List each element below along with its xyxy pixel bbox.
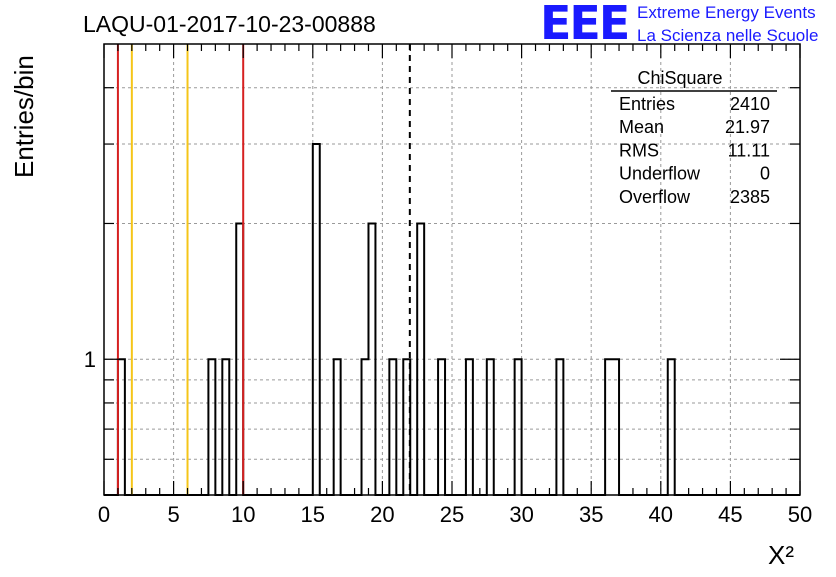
axis-ticks xyxy=(103,44,801,495)
stats-value: 11.11 xyxy=(728,140,770,160)
y-axis-title: Entries/bin xyxy=(9,55,39,178)
x-tick-label: 45 xyxy=(718,502,742,527)
stats-value: 0 xyxy=(760,164,770,184)
x-tick-label: 30 xyxy=(509,502,533,527)
eee-logo: EEE Extreme Energy Events La Scienza nel… xyxy=(540,0,818,50)
grid-lines xyxy=(104,44,800,495)
stats-title: ChiSquare xyxy=(637,68,722,88)
stats-rows: Entries 2410 Mean 21.97 RMS 11.11 Underflow 0 Ov… xyxy=(619,94,770,207)
x-tick-labels: 0 5 10 15 20 25 30 35 40 45 50 xyxy=(98,502,812,527)
stats-box: ChiSquare Entries 2410 Mean 21.97 RMS 11.11 Un… xyxy=(611,68,777,207)
stats-label: Overflow xyxy=(619,187,691,207)
logo-line-1: Extreme Energy Events xyxy=(637,3,816,22)
y-tick-label: 1 xyxy=(84,347,96,372)
logo-line-2: La Scienza nelle Scuole xyxy=(637,26,818,45)
x-tick-label: 10 xyxy=(231,502,255,527)
stats-label: Mean xyxy=(619,117,664,137)
x-tick-label: 25 xyxy=(440,502,464,527)
x-tick-label: 20 xyxy=(370,502,394,527)
stats-label: RMS xyxy=(619,140,659,160)
stats-label: Underflow xyxy=(619,164,701,184)
stats-value: 2410 xyxy=(730,94,770,114)
stats-label: Entries xyxy=(619,94,675,114)
x-tick-label: 35 xyxy=(579,502,603,527)
x-tick-label: 50 xyxy=(788,502,812,527)
reference-lines xyxy=(116,44,411,495)
x-tick-label: 15 xyxy=(301,502,325,527)
chart-title: LAQU-01-2017-10-23-00888 xyxy=(83,11,376,37)
y-tick-labels: 1 xyxy=(84,347,96,372)
x-tick-label: 0 xyxy=(98,502,110,527)
stats-value: 21.97 xyxy=(725,117,770,137)
x-axis-title: X² xyxy=(768,540,794,570)
x-tick-label: 40 xyxy=(649,502,673,527)
stats-value: 2385 xyxy=(730,187,770,207)
x-tick-label: 5 xyxy=(167,502,179,527)
logo-mark: EEE xyxy=(540,0,628,50)
